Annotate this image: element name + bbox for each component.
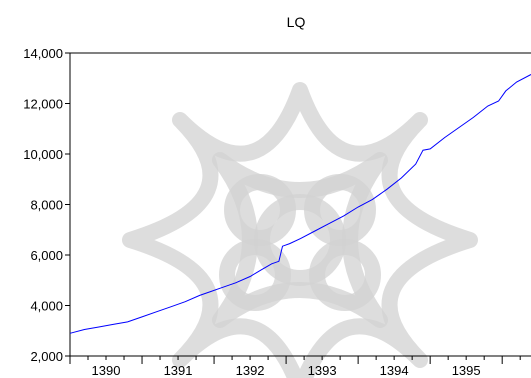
x-tick-label: 1392 xyxy=(236,363,265,378)
chart-title: LQ xyxy=(287,14,306,30)
y-tick-label: 12,000 xyxy=(23,97,63,112)
y-tick-label: 2,000 xyxy=(30,349,63,364)
watermark-rosette xyxy=(122,82,478,378)
x-tick-label: 1390 xyxy=(92,363,121,378)
x-tick-label: 1391 xyxy=(164,363,193,378)
x-tick-label: 1395 xyxy=(452,363,481,378)
x-tick-label: 1393 xyxy=(308,363,337,378)
y-axis-ticks: 2,000 4,000 6,000 8,000 10,000 12,000 14,000 xyxy=(23,46,70,364)
series-line-lq xyxy=(69,74,531,334)
y-tick-label: 6,000 xyxy=(30,248,63,263)
y-tick-label: 4,000 xyxy=(30,299,63,314)
x-axis-ticks: 1390 1391 1392 1393 1394 1395 xyxy=(69,356,521,378)
y-tick-label: 8,000 xyxy=(30,198,63,213)
y-tick-label: 14,000 xyxy=(23,46,63,61)
x-tick-label: 1394 xyxy=(380,363,409,378)
y-tick-label: 10,000 xyxy=(23,147,63,162)
